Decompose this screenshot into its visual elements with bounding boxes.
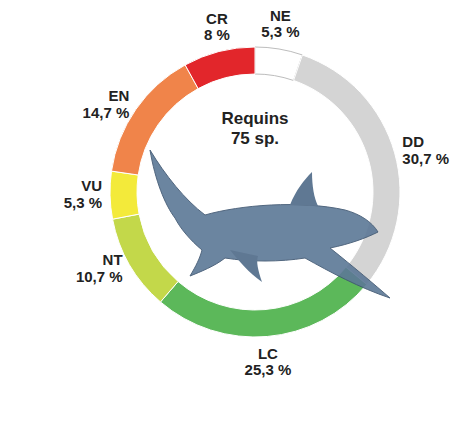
- labels: NE5,3 %DD30,7 %LC25,3 %NT10,7 %VU5,3 %EN…: [64, 7, 449, 378]
- slice: [185, 47, 255, 89]
- value-label: 5,3 %: [261, 23, 299, 40]
- category-label: EN: [108, 87, 129, 104]
- category-label: LC: [258, 345, 278, 362]
- value-label: 10,7 %: [76, 268, 123, 285]
- title: Requins: [221, 109, 288, 128]
- value-label: 30,7 %: [402, 150, 449, 167]
- value-label: 14,7 %: [83, 104, 130, 121]
- chart: NE5,3 %DD30,7 %LC25,3 %NT10,7 %VU5,3 %EN…: [0, 0, 461, 437]
- slice: [110, 171, 139, 219]
- category-label: NE: [270, 7, 291, 24]
- subtitle: 75 sp.: [231, 129, 279, 148]
- slice-label: LC25,3 %: [245, 345, 292, 378]
- value-label: 5,3 %: [64, 194, 102, 211]
- value-label: 8 %: [204, 26, 230, 43]
- shark-fin: [290, 172, 318, 206]
- shark-fin: [230, 250, 262, 282]
- slice-label: NT10,7 %: [76, 251, 123, 285]
- category-label: DD: [402, 133, 424, 150]
- category-label: NT: [103, 251, 123, 268]
- shark-body: [150, 150, 390, 298]
- slice-label: VU5,3 %: [64, 177, 102, 211]
- slices: [110, 47, 400, 337]
- slice-label: NE5,3 %: [261, 7, 299, 40]
- shark-illustration: [150, 150, 390, 298]
- slice-label: DD30,7 %: [402, 133, 449, 167]
- category-label: CR: [206, 10, 228, 27]
- slice-label: EN14,7 %: [83, 87, 130, 121]
- slice: [160, 267, 366, 337]
- slice-label: CR8 %: [204, 10, 230, 43]
- category-label: VU: [81, 177, 102, 194]
- value-label: 25,3 %: [245, 361, 292, 378]
